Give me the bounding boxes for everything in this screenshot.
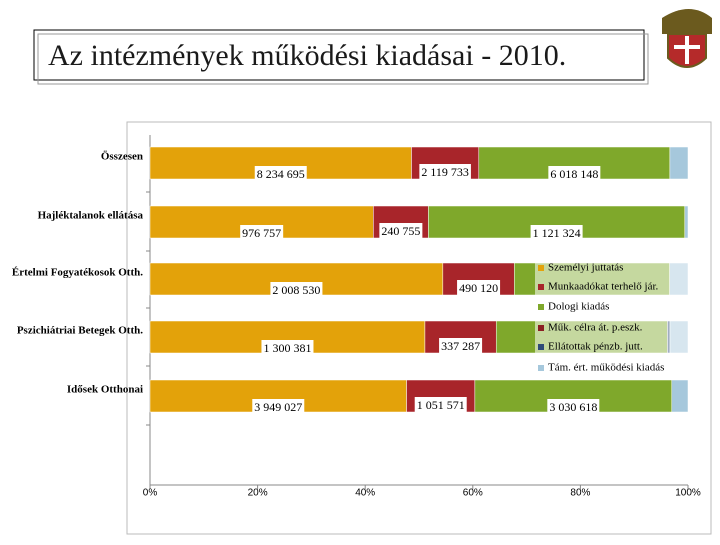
data-label: 240 755	[381, 224, 420, 238]
data-label-group: 1 051 571	[414, 397, 467, 415]
data-label-group: 6 018 148	[548, 166, 601, 184]
data-label-group: 1 300 381	[261, 340, 314, 358]
data-label-bg	[252, 399, 305, 417]
x-tick-label: 40%	[355, 488, 375, 499]
data-label: 1 121 324	[533, 226, 581, 240]
data-label-bg	[240, 225, 284, 243]
data-label-group: 2 008 530	[270, 282, 323, 300]
legend-label: Munkaadókat terhelő jár.	[548, 281, 659, 293]
data-label: 2 119 733	[421, 165, 469, 179]
title: Az intézmények működési kiadásai - 2010.	[48, 39, 566, 72]
data-label-bg	[419, 164, 471, 182]
legend-label: Tám. ért. működési kiadás	[548, 362, 664, 374]
legend-label: Dologi kiadás	[548, 301, 609, 313]
data-label-group: 240 755	[379, 223, 423, 241]
title-box	[33, 29, 645, 81]
bar-segment	[669, 146, 689, 180]
data-label-bg	[254, 166, 307, 184]
category-label: Idősek Otthonai	[67, 384, 143, 396]
category-label: Értelmi Fogyatékosok Otth.	[12, 267, 143, 279]
data-label: 1 300 381	[263, 341, 311, 355]
x-tick-label: 20%	[248, 488, 268, 499]
category-label: Összesen	[101, 150, 143, 163]
data-label: 3 030 618	[549, 400, 597, 414]
data-label-group: 2 119 733	[419, 164, 471, 182]
data-label-bg	[379, 223, 423, 241]
data-label-group: 3 949 027	[252, 399, 305, 417]
legend-swatch	[538, 304, 544, 310]
data-label-bg	[414, 397, 467, 415]
legend-label: Műk. célra át. p.eszk.	[548, 322, 643, 334]
data-label: 1 051 571	[417, 398, 465, 412]
bar-segment	[684, 205, 689, 239]
legend-label: Ellátottak pénzb. jutt.	[548, 341, 643, 353]
data-label: 976 757	[242, 226, 281, 240]
x-tick-label: 100%	[675, 488, 701, 499]
legend-label: Személyi juttatás	[548, 262, 623, 274]
legend-swatch	[538, 344, 544, 350]
title-shadow	[37, 33, 649, 85]
category-label: Hajléktalanok ellátása	[38, 210, 144, 222]
legend-swatch	[538, 325, 544, 331]
data-label: 3 949 027	[254, 400, 302, 414]
data-label-group: 337 287	[439, 338, 483, 356]
legend-swatch	[538, 284, 544, 290]
data-label-group: 490 120	[457, 280, 501, 298]
data-label-group: 3 030 618	[547, 399, 600, 417]
data-label-bg	[530, 225, 583, 243]
legend-bg	[535, 258, 688, 378]
x-tick-label: 60%	[463, 488, 483, 499]
category-label: Pszichiátriai Betegek Otth.	[17, 325, 143, 337]
legend-swatch	[538, 265, 544, 271]
data-label: 490 120	[459, 281, 498, 295]
bar-segment	[671, 379, 689, 413]
data-label-bg	[439, 338, 483, 356]
legend-swatch	[538, 365, 544, 371]
x-tick-label: 0%	[143, 488, 158, 499]
data-label-group: 1 121 324	[530, 225, 583, 243]
data-label-bg	[457, 280, 501, 298]
data-label-bg	[261, 340, 314, 358]
data-label-bg	[270, 282, 323, 300]
data-label-group: 976 757	[240, 225, 284, 243]
data-label: 2 008 530	[272, 283, 320, 297]
data-label: 6 018 148	[550, 167, 598, 181]
data-label: 8 234 695	[257, 167, 305, 181]
data-label-bg	[547, 399, 600, 417]
coat-of-arms	[662, 9, 712, 68]
data-label-bg	[548, 166, 601, 184]
x-tick-label: 80%	[570, 488, 590, 499]
data-label-group: 8 234 695	[254, 166, 307, 184]
data-label: 337 287	[441, 339, 480, 353]
